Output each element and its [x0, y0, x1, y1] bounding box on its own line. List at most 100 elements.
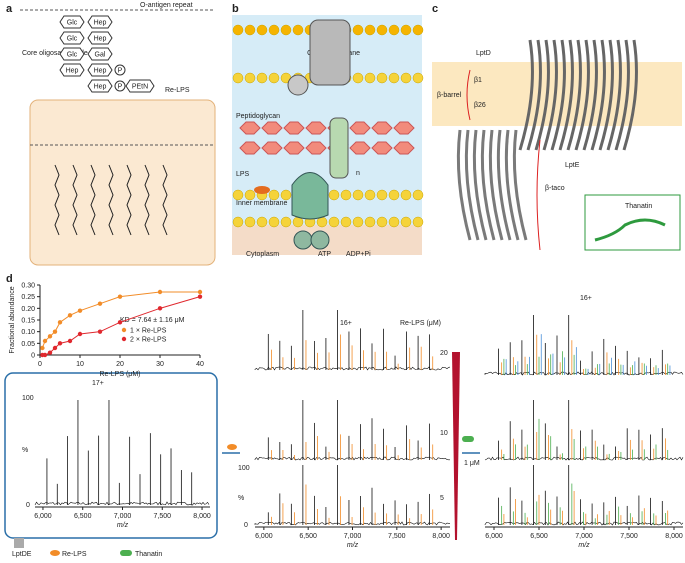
lipid-head [364, 24, 376, 36]
wedge [452, 352, 460, 540]
point [157, 306, 163, 311]
lipid-head [364, 189, 376, 201]
y-tick-label: 0.05 [21, 341, 35, 348]
lipid-head [412, 24, 424, 36]
x-tick-label: 7,500 [388, 533, 406, 540]
conc: 5 [440, 495, 444, 502]
point [57, 320, 63, 325]
pg [261, 121, 283, 135]
x-tick-label: 6,500 [74, 513, 92, 520]
pg [349, 141, 371, 155]
point [67, 313, 73, 318]
lipid-chain [162, 164, 168, 236]
strand [512, 129, 528, 241]
strand [526, 39, 542, 151]
x-tick-label: 8,000 [665, 533, 683, 540]
label: ADP+Pi [346, 251, 371, 258]
point [42, 352, 48, 358]
x-tick-label: 6,500 [299, 533, 317, 540]
sugar-label: Glc [67, 52, 78, 59]
y-tick-label: 0.30 [21, 283, 35, 290]
strand [558, 39, 574, 151]
pg [371, 141, 393, 155]
y-axis-label: Fractional abundance [9, 286, 16, 353]
sugar [59, 31, 85, 45]
x-tick-label: 10 [76, 361, 84, 368]
lipid-head [388, 216, 400, 228]
lipid-head [400, 189, 412, 201]
lipid-head [400, 24, 412, 36]
sugar-label: P [118, 68, 123, 75]
lipid-head [328, 189, 340, 201]
lipid-chain [108, 164, 114, 236]
sugar-label: Hep [66, 68, 79, 75]
lptfg [291, 172, 329, 220]
lipid-head [244, 216, 256, 228]
point [57, 341, 63, 346]
x-axis-label: m/z [347, 542, 359, 549]
sugar [87, 47, 113, 61]
lipid-head [268, 72, 280, 84]
strand [590, 39, 606, 151]
legend-label: 2 × Re-LPS [130, 337, 167, 344]
sugar-label: Hep [94, 68, 107, 75]
series-line [42, 296, 201, 356]
x-tick-label: 7,500 [154, 513, 172, 520]
spectrum [484, 371, 684, 376]
sugar-label: P [118, 84, 123, 91]
lipid-head [328, 216, 340, 228]
point [40, 345, 45, 351]
lipid-head [256, 216, 268, 228]
label: Peptidoglycan [236, 113, 280, 120]
point [47, 350, 53, 355]
panel-label: a [6, 3, 13, 15]
x-tick-label: 6,000 [255, 533, 273, 540]
lipid-head [400, 72, 412, 84]
point [67, 338, 73, 344]
x-tick-label: 7,000 [114, 513, 132, 520]
x-tick-label: 0 [38, 361, 42, 368]
annotation: KD = 7.64 ± 1.16 μM [120, 317, 185, 324]
conc: 1 μM [464, 460, 480, 467]
label: β1 [474, 77, 482, 84]
x-tick-label: 7,000 [575, 533, 593, 540]
lipid-head [352, 216, 364, 228]
lipid-chain [72, 164, 78, 236]
conc-title: Re-LPS (μM) [400, 320, 441, 327]
strand [574, 39, 590, 151]
lptb [310, 230, 330, 250]
lipid-head [232, 189, 244, 201]
label: Inner membrane [236, 200, 287, 207]
lipid-head [376, 24, 388, 36]
phosphate [114, 80, 126, 92]
strand [614, 39, 630, 151]
y-tick-label: 0.10 [21, 329, 35, 336]
strand [534, 39, 550, 151]
pg [283, 121, 305, 135]
lipid-head [340, 189, 352, 201]
lptde-icon [14, 538, 24, 548]
lpte [287, 74, 309, 96]
x-axis-label: m/z [578, 542, 590, 549]
label: Thanatin [625, 203, 652, 210]
strand [456, 129, 472, 241]
strand [488, 129, 504, 241]
label: Cytoplasm [246, 251, 279, 258]
strand [550, 39, 566, 151]
panel-label: d [6, 273, 13, 285]
label: LptD [476, 50, 491, 57]
legend-label: 1 × Re-LPS [130, 328, 167, 335]
sugar-label: Hep [94, 84, 107, 91]
lipid-head [280, 216, 292, 228]
phosphate [114, 64, 126, 76]
pg [393, 141, 415, 155]
panel-label: b [232, 3, 239, 15]
strand [472, 129, 488, 241]
sugar [59, 63, 85, 77]
pg [305, 141, 327, 155]
pg [305, 121, 327, 135]
label: β-taco [545, 185, 565, 192]
sugar-label: Hep [94, 20, 107, 27]
strand [504, 129, 520, 241]
